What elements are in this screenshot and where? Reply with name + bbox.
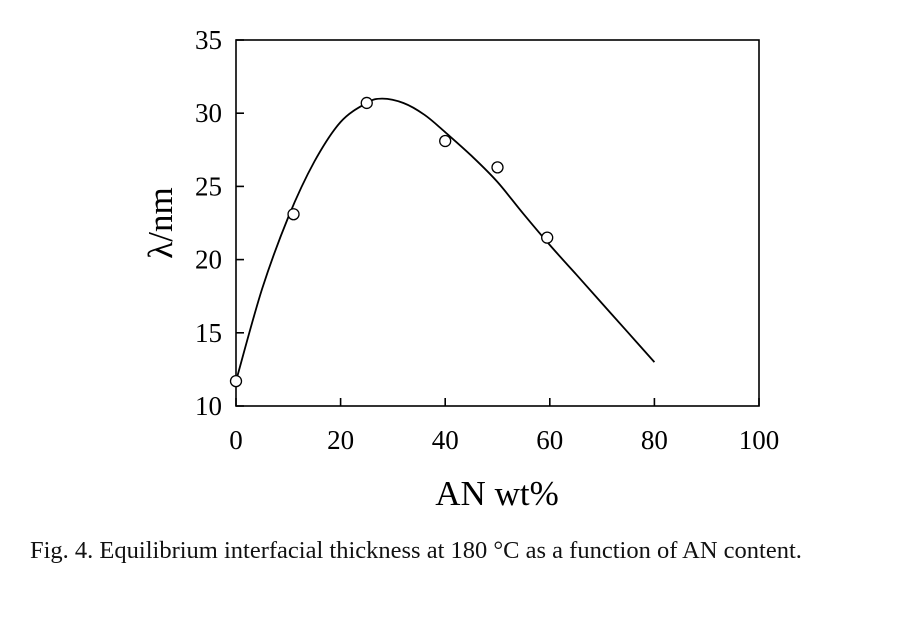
data-point-4 <box>491 161 504 174</box>
y-tick-label-0: 10 <box>195 391 222 421</box>
x-tick-label-5: 100 <box>739 425 780 455</box>
data-point-0 <box>229 374 243 388</box>
fit-curve <box>235 97 656 382</box>
figure-caption: Fig. 4. Equilibrium interfacial thicknes… <box>30 537 802 564</box>
x-tick-label-2: 40 <box>432 425 459 455</box>
y-tick-label-4: 30 <box>195 98 222 128</box>
x-tick-label-0: 0 <box>229 425 243 455</box>
x-tick-label-1: 20 <box>327 425 354 455</box>
data-point-1 <box>287 208 300 221</box>
x-axis-tick-labels: 0 20 40 60 80 100 <box>229 425 779 455</box>
x-axis-ticks <box>235 398 760 406</box>
y-tick-label-3: 25 <box>195 171 222 201</box>
y-tick-label-2: 20 <box>195 245 222 275</box>
data-point-5 <box>541 231 554 244</box>
x-axis-title: AN wt% <box>435 474 558 513</box>
y-tick-label-5: 35 <box>195 25 222 55</box>
chart: 0 20 40 60 80 100 10 15 20 25 30 35 AN wt% λ/nm <box>141 25 779 513</box>
data-markers <box>229 96 554 388</box>
x-tick-label-3: 60 <box>536 425 563 455</box>
y-axis-ticks <box>236 39 244 407</box>
y-axis-title: λ/nm <box>141 187 180 258</box>
y-tick-label-1: 15 <box>195 318 222 348</box>
plot-frame <box>235 39 760 407</box>
data-point-3 <box>439 134 452 148</box>
data-point-2 <box>360 96 373 110</box>
x-tick-label-4: 80 <box>641 425 668 455</box>
y-axis-tick-labels: 10 15 20 25 30 35 <box>195 25 222 421</box>
